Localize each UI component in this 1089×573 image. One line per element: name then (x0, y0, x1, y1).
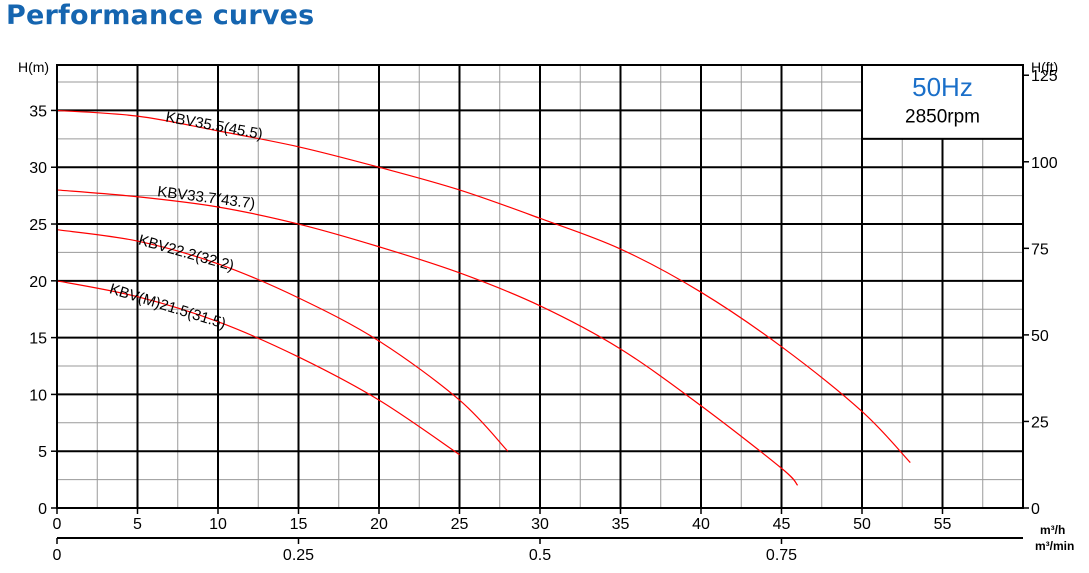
x2-tick-label: 0.25 (283, 547, 314, 564)
y-axis-label: H(m) (18, 59, 49, 75)
x2-tick-label: 0 (53, 547, 62, 564)
y2-tick-label: 25 (1031, 414, 1049, 431)
y2-tick-label: 125 (1031, 68, 1058, 85)
y2-tick-label: 0 (1031, 501, 1040, 518)
curve-labels: KBV35.5(45.5) KBV33.7(43.7) KBV22.2(32.2) K… (107, 109, 264, 333)
x-tick-label: 40 (692, 516, 710, 533)
frequency-label: 50Hz (912, 72, 973, 102)
y2-tick-label: 100 (1031, 155, 1058, 172)
curve-2 (56, 189, 799, 486)
curve-label-3: KBV22.2(32.2) (136, 232, 235, 275)
y-tick-label: 25 (29, 217, 47, 234)
x-tick-label: 15 (290, 516, 308, 533)
curve-4 (56, 280, 460, 456)
x-axis-ticks: 0 5 10 15 20 25 30 35 40 45 50 55 (53, 508, 952, 533)
x-tick-label: 5 (133, 516, 142, 533)
x-tick-label: 30 (531, 516, 549, 533)
x2-axis: 0 0.25 0.5 0.75 (53, 537, 1023, 564)
curve-label-2: KBV33.7(43.7) (156, 183, 256, 212)
speed-label: 2850rpm (905, 107, 980, 128)
y-tick-label: 30 (29, 160, 47, 177)
x2-tick-label: 0.75 (766, 547, 797, 564)
x-tick-label: 50 (853, 516, 871, 533)
y-tick-label: 0 (38, 501, 47, 518)
x-tick-label: 45 (773, 516, 791, 533)
x2-axis-label: m³/min (1035, 539, 1074, 553)
x-axis-label: m³/h (1040, 523, 1065, 537)
x-tick-label: 0 (53, 516, 62, 533)
y2-axis-ticks: 0 25 50 75 100 125 (1023, 68, 1058, 518)
x-tick-label: 55 (934, 516, 952, 533)
y2-tick-label: 50 (1031, 328, 1049, 345)
y2-tick-label: 75 (1031, 241, 1049, 258)
y-tick-label: 15 (29, 331, 47, 348)
x-tick-label: 10 (209, 516, 227, 533)
x-tick-label: 35 (612, 516, 630, 533)
y-tick-label: 5 (38, 444, 47, 461)
curve-3 (56, 229, 509, 452)
y-axis-ticks: 0 5 10 15 20 25 30 35 (29, 103, 57, 518)
y-tick-label: 10 (29, 387, 47, 404)
x-tick-label: 20 (370, 516, 388, 533)
y2-axis-label: H(ft) (1031, 59, 1058, 75)
page-title: Performance curves (6, 0, 315, 31)
x2-tick-label: 0.5 (529, 547, 551, 564)
y-tick-label: 35 (29, 103, 47, 120)
curve-1 (56, 109, 911, 463)
curve-label-4: KBV(M)21.5(31.5) (107, 281, 227, 333)
y-tick-label: 20 (29, 274, 47, 291)
curve-label-1: KBV35.5(45.5) (164, 109, 264, 143)
curves (56, 109, 911, 486)
x-tick-label: 25 (451, 516, 469, 533)
